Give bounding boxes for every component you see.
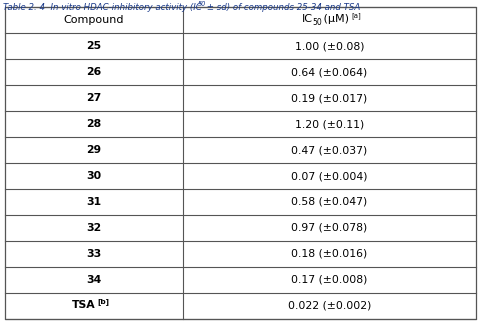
- Text: 0.19 (±0.017): 0.19 (±0.017): [291, 93, 367, 103]
- Text: 31: 31: [86, 197, 101, 207]
- Text: 0.17 (±0.008): 0.17 (±0.008): [291, 275, 367, 285]
- Text: 50: 50: [197, 1, 205, 6]
- Text: 28: 28: [86, 119, 101, 129]
- Text: (μM): (μM): [320, 14, 349, 24]
- Text: 33: 33: [86, 249, 101, 259]
- Text: 27: 27: [86, 93, 101, 103]
- Text: 50: 50: [312, 18, 322, 27]
- Text: Table 2. 4  In vitro HDAC-inhibitory activity (IC: Table 2. 4 In vitro HDAC-inhibitory acti…: [3, 3, 201, 12]
- Text: 25: 25: [86, 41, 101, 51]
- Text: 0.18 (±0.016): 0.18 (±0.016): [291, 249, 367, 259]
- Text: 1.00 (±0.08): 1.00 (±0.08): [294, 41, 363, 51]
- Text: 0.022 (±0.002): 0.022 (±0.002): [287, 301, 371, 311]
- Text: 0.47 (±0.037): 0.47 (±0.037): [291, 145, 367, 155]
- Text: IC: IC: [301, 14, 312, 24]
- Text: [b]: [b]: [97, 298, 109, 305]
- Text: 0.97 (±0.078): 0.97 (±0.078): [291, 223, 367, 233]
- Text: 34: 34: [86, 275, 101, 285]
- Text: TSA: TSA: [72, 300, 96, 310]
- Text: 26: 26: [86, 67, 101, 77]
- Text: [a]: [a]: [351, 12, 360, 19]
- Text: 29: 29: [86, 145, 101, 155]
- Text: 1.20 (±0.11): 1.20 (±0.11): [294, 119, 363, 129]
- Text: 32: 32: [86, 223, 101, 233]
- Text: ± sd) of compounds 25-34 and TSA: ± sd) of compounds 25-34 and TSA: [204, 3, 360, 12]
- Text: 0.07 (±0.004): 0.07 (±0.004): [291, 171, 367, 181]
- Text: 0.64 (±0.064): 0.64 (±0.064): [291, 67, 367, 77]
- Text: 0.58 (±0.047): 0.58 (±0.047): [291, 197, 367, 207]
- Text: Compound: Compound: [64, 15, 124, 25]
- Text: 30: 30: [86, 171, 101, 181]
